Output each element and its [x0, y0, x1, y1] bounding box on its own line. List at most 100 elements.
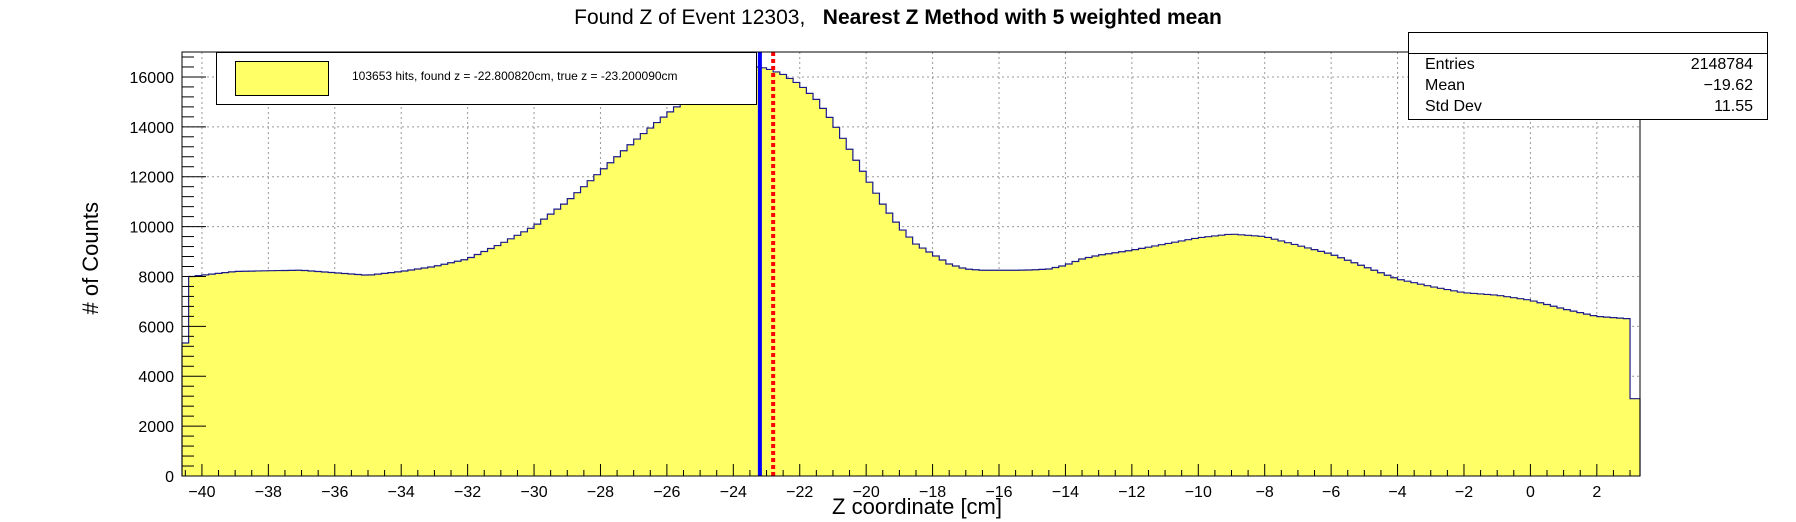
histogram-bin: [1038, 269, 1046, 476]
x-tick-label: −40: [188, 484, 215, 501]
histogram-bin: [1324, 253, 1332, 476]
plot-frame: [181, 51, 1641, 477]
histogram-bin: [925, 252, 933, 476]
histogram-bin: [261, 270, 269, 476]
histogram-bin: [1351, 262, 1358, 476]
histogram-bin: [361, 274, 369, 476]
histogram-fill: [181, 66, 1641, 477]
histogram-bin: [1058, 265, 1066, 476]
histogram-bin: [367, 274, 375, 476]
histogram-bin: [1450, 290, 1458, 476]
x-tick-label: −8: [1256, 484, 1274, 501]
x-tick-label: −22: [786, 484, 813, 501]
histogram-bin: [1437, 288, 1445, 476]
histogram-bin: [1630, 398, 1637, 476]
y-axis-title: # of Counts: [78, 202, 103, 315]
histogram-bin: [660, 117, 668, 477]
z-markers: [757, 52, 776, 476]
histogram-bin: [1258, 236, 1266, 476]
histogram-bin: [819, 108, 827, 476]
stats-box: Entries 2148784 Mean −19.62 Std Dev 11.5…: [1408, 32, 1768, 120]
histogram-bin: [1317, 251, 1325, 476]
histogram-bin: [646, 128, 654, 476]
histogram-bin: [892, 222, 900, 476]
y-tick-label: 10000: [130, 220, 175, 237]
histogram-bin: [965, 269, 973, 476]
histogram-bin: [467, 257, 475, 476]
histogram-bin: [1603, 317, 1611, 476]
y-tick-label: 8000: [138, 269, 174, 286]
stats-label: Std Dev: [1425, 98, 1482, 115]
histogram-bin: [746, 68, 754, 476]
histogram-bin: [1430, 287, 1438, 476]
histogram-bin: [786, 78, 794, 476]
histogram-bin: [919, 248, 927, 476]
histogram-bin: [959, 267, 967, 476]
histogram-bin: [208, 274, 216, 476]
histogram-bin: [1563, 309, 1571, 476]
histogram-bin: [1576, 312, 1584, 476]
histogram-bin: [182, 342, 189, 476]
histogram-bin: [653, 122, 661, 476]
stats-row-entries: Entries 2148784: [1409, 54, 1767, 75]
histogram-bin: [1045, 268, 1053, 476]
histogram-bin: [1191, 238, 1199, 476]
histogram-bin: [1490, 294, 1498, 476]
histogram-bin: [1503, 296, 1511, 476]
histogram-bin: [587, 180, 595, 476]
histogram-bin: [1277, 240, 1285, 476]
stats-label: Mean: [1425, 77, 1466, 94]
stats-header: [1409, 33, 1767, 54]
histogram-bin: [866, 182, 874, 477]
histogram-bin: [341, 273, 349, 476]
histogram-bin: [992, 270, 1000, 476]
histogram-bin: [1636, 398, 1641, 476]
histogram-bin: [348, 273, 356, 476]
histogram-bin: [1397, 279, 1405, 476]
histogram-bin: [314, 271, 322, 476]
histogram-bin: [434, 265, 442, 476]
histogram-bin: [1404, 281, 1412, 476]
histogram-bin: [859, 171, 867, 477]
histogram-bin: [553, 209, 561, 477]
histogram-bin: [806, 93, 814, 477]
histogram-bin: [1284, 242, 1292, 476]
histogram-bin: [248, 271, 256, 476]
histogram-bin: [374, 274, 382, 476]
histogram-bin: [560, 204, 568, 476]
legend: 103653 hits, found z = -22.800820cm, tru…: [216, 52, 757, 105]
histogram-bin: [1218, 235, 1226, 476]
histogram-bin: [294, 270, 302, 476]
histogram-bin: [1092, 256, 1099, 476]
x-tick-label: −6: [1322, 484, 1340, 501]
histogram-bin: [633, 139, 641, 476]
histogram-bin: [1470, 293, 1478, 476]
histogram-bin: [593, 174, 601, 477]
histogram-bin: [839, 138, 847, 477]
histogram-bin: [1390, 277, 1398, 476]
histogram-bin: [766, 69, 774, 476]
histogram-bin: [945, 264, 953, 476]
histogram-bin: [1291, 244, 1299, 476]
histogram-bin: [201, 274, 209, 476]
histogram-bin: [627, 144, 634, 476]
histogram-bin: [1457, 292, 1465, 476]
histogram-bin: [1271, 239, 1279, 476]
x-tick-label: −26: [653, 484, 680, 501]
x-tick-label: −4: [1388, 484, 1406, 501]
x-tick-label: −28: [587, 484, 614, 501]
histogram-bin: [427, 266, 435, 476]
stats-value: 11.55: [1714, 98, 1753, 115]
histogram-bin: [567, 198, 575, 476]
histogram-bin: [886, 213, 894, 476]
histogram-bin: [1211, 235, 1219, 476]
histogram-bin: [799, 87, 807, 476]
histogram-bin: [228, 271, 236, 476]
y-tick-label: 0: [165, 469, 174, 486]
histogram-bin: [460, 259, 468, 476]
histogram-bin: [334, 272, 342, 476]
histogram-bin: [680, 101, 688, 476]
histogram-bin: [1244, 235, 1252, 476]
histogram-bin: [1463, 292, 1471, 476]
